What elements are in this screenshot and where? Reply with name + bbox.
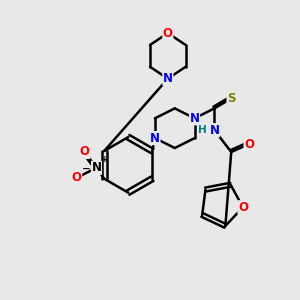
Text: N: N — [209, 124, 219, 137]
Text: O: O — [238, 201, 248, 214]
Text: O: O — [244, 138, 254, 151]
Text: O: O — [80, 146, 90, 158]
Text: H: H — [198, 125, 206, 135]
Text: +: + — [101, 155, 109, 164]
Text: N: N — [150, 132, 160, 145]
Text: −: − — [82, 164, 90, 174]
Text: N: N — [190, 112, 200, 125]
Text: O: O — [72, 171, 82, 184]
Text: N: N — [92, 161, 101, 174]
Text: N: N — [163, 72, 173, 85]
Text: S: S — [227, 92, 236, 105]
Text: O: O — [163, 27, 173, 40]
